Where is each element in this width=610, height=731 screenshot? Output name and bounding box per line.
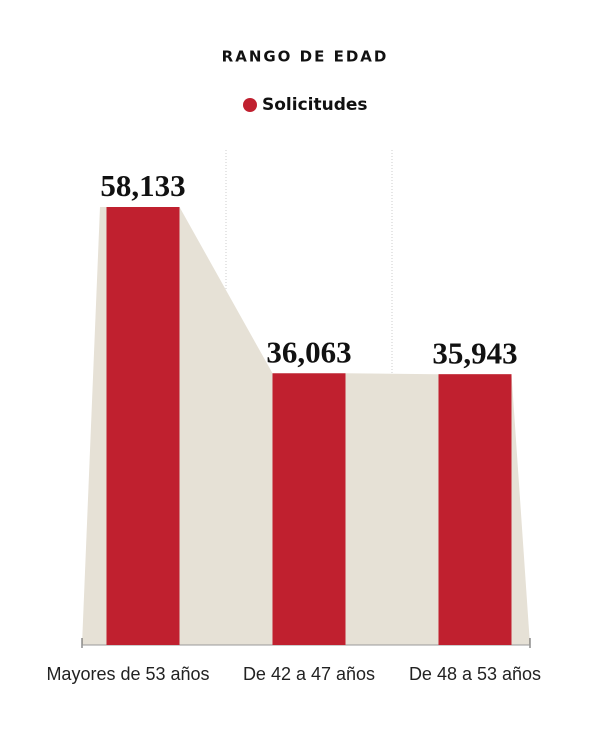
data-label: 58,133 — [100, 168, 185, 203]
bar — [272, 373, 346, 645]
bar — [106, 207, 180, 645]
legend-swatch — [243, 98, 257, 112]
x-tick-label: De 42 a 47 años — [243, 664, 375, 684]
x-tick-label: De 48 a 53 años — [409, 664, 541, 684]
x-tick-label: Mayores de 53 años — [46, 664, 209, 684]
chart-title: RANGO DE EDAD — [222, 48, 389, 66]
bar — [438, 374, 512, 645]
legend-label: Solicitudes — [262, 95, 368, 115]
data-label: 35,943 — [432, 335, 517, 370]
data-label: 36,063 — [266, 334, 351, 369]
